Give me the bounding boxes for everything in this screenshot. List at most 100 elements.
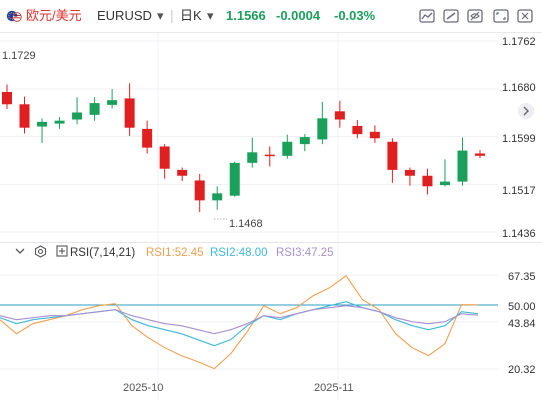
candle bbox=[107, 89, 118, 109]
rsi3-value: RSI3:47.25 bbox=[276, 247, 334, 259]
candle bbox=[317, 101, 328, 145]
divider: | bbox=[170, 7, 174, 23]
price-axis: 1.1762 1.1680 1.1599 1.1517 1.1436 bbox=[502, 36, 536, 240]
price-tick: 1.1762 bbox=[502, 36, 536, 48]
candle bbox=[352, 120, 363, 139]
candle bbox=[475, 149, 485, 159]
candle-body bbox=[387, 141, 398, 170]
candle-body bbox=[72, 112, 83, 120]
candle-body bbox=[142, 128, 153, 148]
candle bbox=[457, 137, 468, 186]
interval-label[interactable]: 日K bbox=[180, 8, 202, 23]
collapse-icon[interactable] bbox=[14, 245, 26, 261]
price-tick: 1.1599 bbox=[502, 133, 536, 145]
candle bbox=[2, 84, 12, 109]
candle-body bbox=[282, 141, 293, 156]
rsi-tick: 20.32 bbox=[508, 364, 536, 376]
scroll-right-button[interactable] bbox=[518, 103, 534, 119]
candle bbox=[37, 118, 48, 143]
rsi-header: RSI(7,14,21) RSI1:52.45 RSI2:48.00 RSI3:… bbox=[0, 244, 540, 262]
candle bbox=[334, 100, 345, 128]
rsi1-value: RSI1:52.45 bbox=[146, 247, 204, 259]
candle-body bbox=[37, 121, 48, 127]
candle bbox=[299, 134, 310, 152]
price-tick: 1.1517 bbox=[502, 185, 536, 197]
eu-us-flag-icon bbox=[6, 9, 22, 27]
candle-body bbox=[247, 152, 258, 163]
rsi-tick: 43.84 bbox=[508, 318, 536, 330]
candle bbox=[422, 168, 433, 195]
candle-body bbox=[89, 103, 100, 115]
rsi2-value: RSI2:48.00 bbox=[210, 247, 268, 259]
rsi-grid bbox=[0, 274, 498, 370]
price-tick: 1.1680 bbox=[502, 82, 536, 94]
candle bbox=[369, 125, 380, 143]
candle bbox=[142, 120, 153, 154]
current-price: 1.1566 bbox=[226, 8, 266, 23]
candle-body bbox=[439, 181, 450, 186]
rsi-title: RSI(7,14,21) bbox=[70, 247, 136, 259]
rsi-series bbox=[0, 274, 479, 370]
candle bbox=[177, 167, 188, 182]
candle-body bbox=[159, 146, 170, 169]
candle bbox=[19, 96, 30, 134]
rsi-tick: 67.35 bbox=[508, 271, 536, 283]
pair-name[interactable]: 欧元/美元 bbox=[26, 8, 82, 23]
top-toolbar: 欧元/美元 EURUSD ▾ | 日K ▾ 1.1566 -0.0004 -0.… bbox=[0, 0, 542, 33]
candle-body bbox=[422, 175, 433, 187]
candle-body bbox=[264, 154, 275, 157]
candle bbox=[212, 186, 223, 210]
draw-line-icon[interactable] bbox=[442, 7, 460, 25]
candle bbox=[229, 161, 240, 197]
chart-settings-icon[interactable] bbox=[418, 7, 436, 25]
candle bbox=[89, 97, 100, 121]
rsi-line-rsi2 bbox=[0, 301, 479, 347]
candle-body bbox=[54, 120, 65, 124]
candle-body bbox=[334, 111, 345, 120]
price-tick: 1.1436 bbox=[502, 228, 536, 240]
candle bbox=[404, 167, 415, 186]
candle bbox=[194, 173, 205, 213]
candle bbox=[387, 138, 398, 183]
fullscreen-icon[interactable] bbox=[492, 7, 510, 25]
candle-body bbox=[19, 104, 30, 128]
close-icon[interactable] bbox=[516, 7, 534, 25]
candle bbox=[282, 134, 293, 159]
candle-body bbox=[177, 169, 188, 176]
candle bbox=[247, 137, 258, 168]
candle-body bbox=[2, 91, 12, 105]
rsi-tick: 50.00 bbox=[508, 301, 536, 313]
candle bbox=[439, 159, 450, 187]
x-axis-label: 2025-11 bbox=[314, 382, 354, 394]
candle bbox=[72, 97, 83, 125]
candle-body bbox=[124, 98, 135, 128]
high-price-label: 1.1729 bbox=[2, 50, 36, 62]
candle bbox=[159, 144, 170, 179]
rsi-line-rsi1 bbox=[0, 274, 479, 370]
candle bbox=[54, 117, 65, 129]
rsi-line-rsi3 bbox=[0, 305, 479, 335]
symbol-label[interactable]: EURUSD bbox=[97, 8, 152, 23]
chart-grid bbox=[0, 33, 498, 400]
candle-body bbox=[317, 118, 328, 140]
indicator-settings-icon[interactable] bbox=[56, 245, 68, 261]
price-change: -0.0004 bbox=[276, 8, 321, 23]
candle-body bbox=[369, 131, 380, 139]
candle-body bbox=[299, 137, 310, 145]
candle-body bbox=[107, 100, 118, 105]
candle bbox=[264, 146, 275, 167]
x-axis-label: 2025-10 bbox=[123, 382, 163, 394]
rsi-axis: 67.35 50.00 43.84 20.32 bbox=[508, 271, 536, 376]
candle-body bbox=[475, 153, 485, 156]
interval-chevron-down-icon[interactable]: ▾ bbox=[207, 8, 214, 23]
price-change-percent: -0.03% bbox=[334, 8, 376, 23]
candle-body bbox=[212, 193, 223, 201]
chevron-down-icon[interactable]: ▾ bbox=[157, 8, 164, 23]
candlestick-series bbox=[2, 83, 485, 213]
eye-off-icon[interactable] bbox=[466, 7, 484, 25]
eye-icon[interactable] bbox=[34, 245, 47, 262]
candle-body bbox=[457, 150, 468, 182]
candle bbox=[124, 83, 135, 136]
candle-body bbox=[404, 169, 415, 176]
